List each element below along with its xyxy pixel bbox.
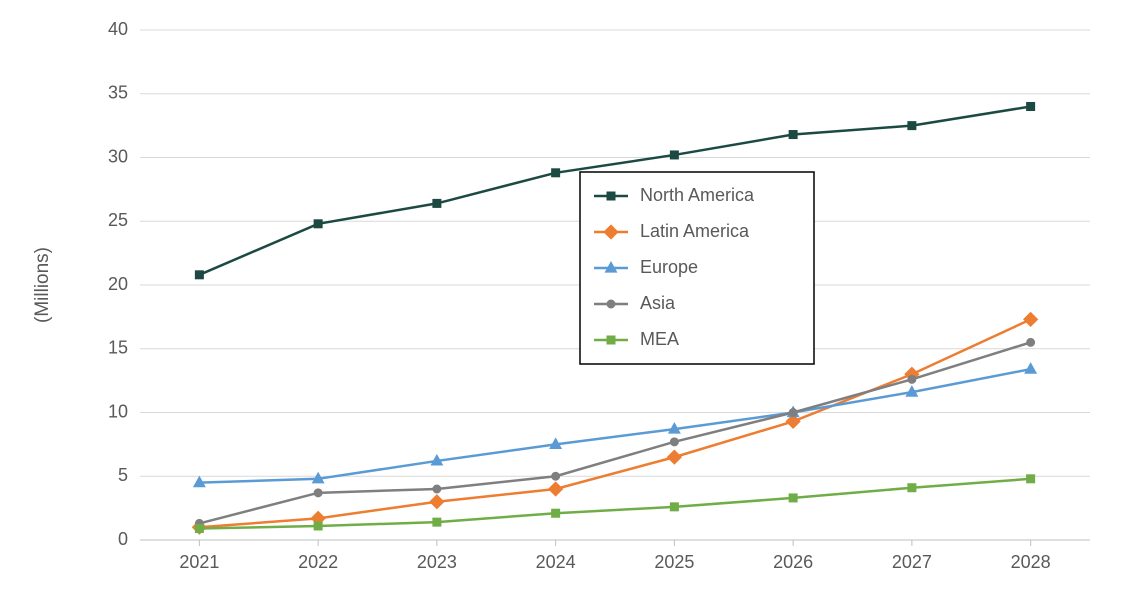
- chart-container: 0510152025303540202120222023202420252026…: [0, 0, 1128, 598]
- y-tick-label: 15: [108, 338, 128, 358]
- y-tick-label: 0: [118, 529, 128, 549]
- x-tick-label: 2022: [298, 552, 338, 572]
- x-tick-label: 2027: [892, 552, 932, 572]
- y-tick-label: 30: [108, 146, 128, 166]
- x-tick-label: 2024: [536, 552, 576, 572]
- legend-label: North America: [640, 185, 755, 205]
- y-tick-label: 25: [108, 210, 128, 230]
- legend-label: MEA: [640, 329, 679, 349]
- y-tick-label: 40: [108, 19, 128, 39]
- y-tick-label: 35: [108, 83, 128, 103]
- y-tick-label: 10: [108, 401, 128, 421]
- legend-label: Asia: [640, 293, 676, 313]
- x-tick-label: 2026: [773, 552, 813, 572]
- y-tick-label: 20: [108, 274, 128, 294]
- x-tick-label: 2028: [1011, 552, 1051, 572]
- legend-label: Latin America: [640, 221, 750, 241]
- x-tick-label: 2023: [417, 552, 457, 572]
- legend-label: Europe: [640, 257, 698, 277]
- y-axis-label: (Millions): [32, 247, 53, 323]
- y-tick-label: 5: [118, 465, 128, 485]
- line-chart: 0510152025303540202120222023202420252026…: [0, 0, 1128, 598]
- legend: North America Latin America Europe Asia MEA: [580, 172, 814, 364]
- x-tick-label: 2025: [654, 552, 694, 572]
- x-tick-label: 2021: [179, 552, 219, 572]
